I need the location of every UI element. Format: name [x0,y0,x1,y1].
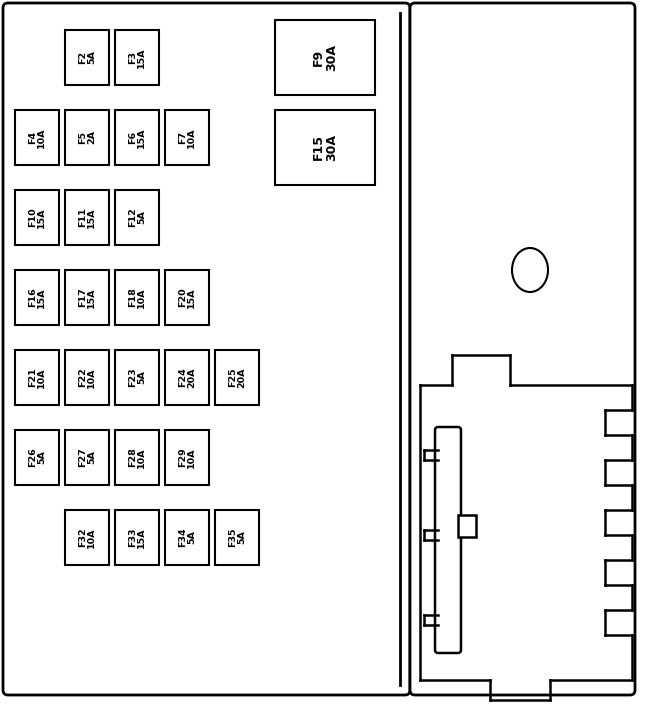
FancyBboxPatch shape [435,427,461,653]
Text: F17
15A: F17 15A [77,287,96,308]
Text: F12
5A: F12 5A [127,208,146,227]
Text: F5
2A: F5 2A [77,131,96,145]
FancyBboxPatch shape [65,510,109,565]
FancyBboxPatch shape [165,510,209,565]
FancyBboxPatch shape [15,350,59,405]
Text: F28
10A: F28 10A [127,447,146,468]
FancyBboxPatch shape [15,190,59,245]
FancyBboxPatch shape [65,190,109,245]
FancyBboxPatch shape [15,270,59,325]
Text: F4
10A: F4 10A [28,127,46,148]
Text: F27
5A: F27 5A [77,448,96,467]
FancyBboxPatch shape [65,350,109,405]
FancyBboxPatch shape [65,30,109,85]
Text: F7
10A: F7 10A [177,127,196,148]
Text: F26
5A: F26 5A [28,448,46,467]
FancyBboxPatch shape [15,110,59,165]
FancyBboxPatch shape [115,110,159,165]
Text: F10
15A: F10 15A [28,208,46,228]
FancyBboxPatch shape [65,430,109,485]
Ellipse shape [512,248,548,292]
Text: F34
5A: F34 5A [177,527,196,547]
Text: F22
10A: F22 10A [77,367,96,388]
FancyBboxPatch shape [215,510,259,565]
FancyBboxPatch shape [3,3,410,695]
Text: F25
20A: F25 20A [227,367,246,388]
Text: F6
15A: F6 15A [127,127,146,148]
FancyBboxPatch shape [65,270,109,325]
FancyBboxPatch shape [458,515,476,537]
FancyBboxPatch shape [65,110,109,165]
FancyBboxPatch shape [165,270,209,325]
Text: F23
5A: F23 5A [127,368,146,388]
FancyBboxPatch shape [15,430,59,485]
FancyBboxPatch shape [275,20,375,95]
Text: F15
30A: F15 30A [311,134,339,161]
FancyBboxPatch shape [275,110,375,185]
Text: F16
15A: F16 15A [28,287,46,308]
FancyBboxPatch shape [215,350,259,405]
Text: F21
10A: F21 10A [28,367,46,388]
Text: F11
15A: F11 15A [77,208,96,228]
Text: F32
10A: F32 10A [77,527,96,548]
FancyBboxPatch shape [115,350,159,405]
FancyBboxPatch shape [410,3,635,695]
Text: F9
30A: F9 30A [311,44,339,71]
FancyBboxPatch shape [115,430,159,485]
FancyBboxPatch shape [115,190,159,245]
Text: F18
10A: F18 10A [127,287,146,308]
FancyBboxPatch shape [115,510,159,565]
FancyBboxPatch shape [115,30,159,85]
Text: F35
5A: F35 5A [227,528,246,547]
Text: F24
20A: F24 20A [177,367,196,388]
FancyBboxPatch shape [115,270,159,325]
FancyBboxPatch shape [165,430,209,485]
Text: F33
15A: F33 15A [127,527,146,548]
Text: F3
15A: F3 15A [127,47,146,68]
Text: F2
5A: F2 5A [77,51,96,64]
Text: F29
10A: F29 10A [177,447,196,468]
FancyBboxPatch shape [165,350,209,405]
FancyBboxPatch shape [165,110,209,165]
Text: F20
15A: F20 15A [177,287,196,308]
